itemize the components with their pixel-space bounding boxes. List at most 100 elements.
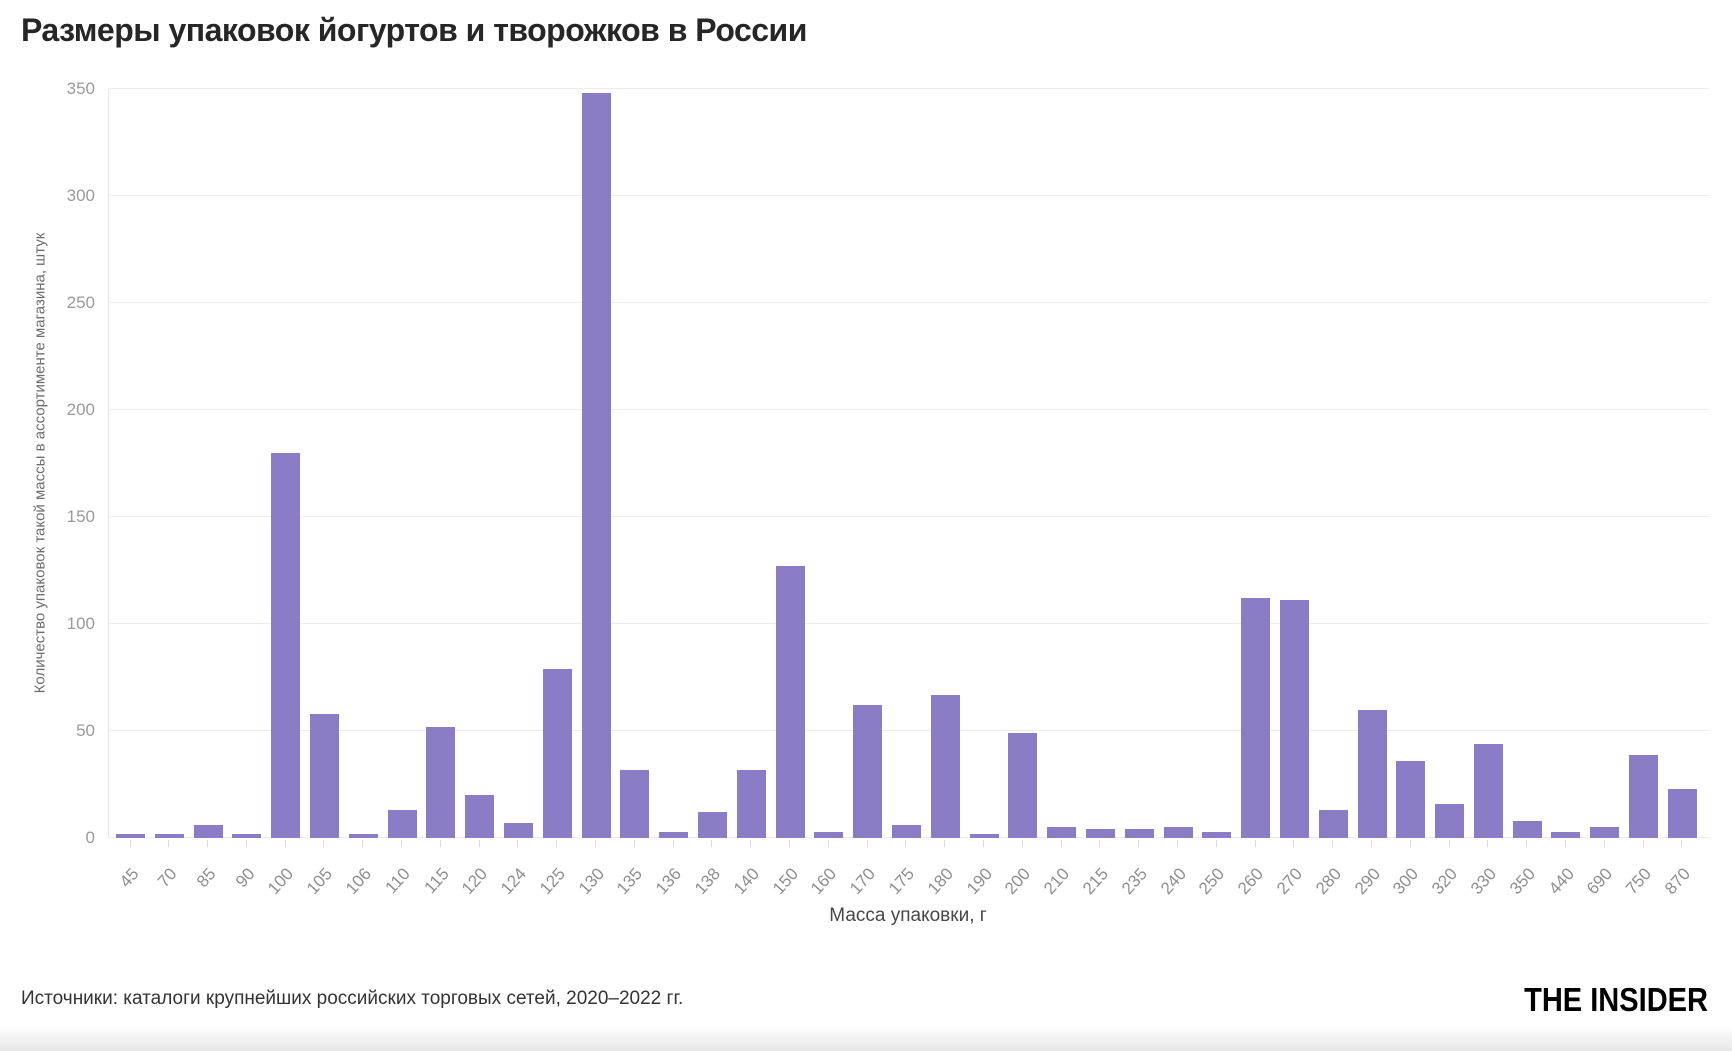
x-cell-136: 136 [652,839,687,909]
x-cell-330: 330 [1467,839,1502,909]
x-cell-270: 270 [1273,839,1308,909]
x-cell-175: 175 [885,839,920,909]
x-cell-130: 130 [575,839,610,909]
x-tick-mark [1409,840,1411,847]
x-tick-label-235: 235 [1117,864,1151,899]
bar-125 [542,668,572,838]
x-tick-mark [245,840,247,847]
x-tick-mark [750,840,752,847]
bar-170 [853,705,883,838]
bar-300 [1396,760,1426,838]
x-tick-label-45: 45 [115,864,143,892]
x-tick-label-160: 160 [807,864,841,899]
x-tick-label-138: 138 [691,864,725,899]
x-tick-label-260: 260 [1234,864,1268,899]
x-tick-label-690: 690 [1583,864,1617,899]
bottom-fade-decoration [0,1025,1732,1051]
x-cell-160: 160 [807,839,842,909]
x-tick-label-124: 124 [497,864,531,899]
bar-106 [348,833,378,838]
bar-440 [1551,831,1581,838]
x-tick-mark [983,840,985,847]
x-tick-label-440: 440 [1544,864,1578,899]
x-tick-mark [1371,840,1372,847]
bar-690 [1590,827,1620,838]
bar-320 [1435,803,1465,838]
x-axis-title: Масса упаковки, г [829,905,987,926]
x-tick-mark [1099,840,1101,847]
gridline-150 [109,516,1709,517]
y-tick-label-350: 350 [66,79,95,98]
bar-120 [465,795,495,838]
bar-115 [426,726,456,838]
x-cell-350: 350 [1506,839,1541,909]
gridline-200 [109,409,1709,410]
x-cell-300: 300 [1389,839,1424,909]
x-tick-mark [362,840,364,847]
bar-210 [1047,827,1077,838]
x-tick-mark [556,840,558,847]
x-tick-mark [1526,840,1528,847]
x-cell-870: 870 [1661,839,1696,909]
x-tick-label-120: 120 [458,864,492,899]
x-tick-label-105: 105 [303,864,337,899]
x-tick-label-115: 115 [420,864,453,898]
x-tick-mark [1642,840,1644,847]
x-tick-label-150: 150 [768,864,802,899]
x-cell-180: 180 [924,839,959,909]
bar-105 [309,713,339,838]
x-tick-mark [1254,840,1256,847]
x-cell-120: 120 [458,839,493,909]
bar-70 [154,833,184,838]
x-tick-label-100: 100 [264,864,298,899]
x-cell-190: 190 [963,839,998,909]
x-tick-mark [323,840,325,847]
x-cell-85: 85 [193,839,222,909]
bar-270 [1279,600,1309,838]
x-tick-mark [1060,840,1062,847]
bar-750 [1629,754,1659,838]
x-cell-150: 150 [769,839,804,909]
gridline-100 [109,623,1709,624]
bar-870 [1667,788,1697,838]
bar-138 [697,812,727,838]
gridline-250 [109,302,1709,303]
x-tick-mark [1487,840,1489,847]
y-tick-label-100: 100 [66,614,95,633]
bar-190 [969,833,999,838]
x-cell-170: 170 [846,839,881,909]
bar-235 [1124,829,1154,838]
x-tick-label-350: 350 [1505,864,1539,899]
x-cell-200: 200 [1001,839,1036,909]
x-tick-mark [827,840,829,847]
x-cell-320: 320 [1428,839,1463,909]
page-title: Размеры упаковок йогуртов и творожков в … [21,12,807,48]
bar-215 [1085,829,1115,838]
x-cell-100: 100 [264,839,299,909]
bar-175 [891,825,921,838]
bar-250 [1202,831,1232,838]
x-cell-250: 250 [1195,839,1230,909]
x-tick-label-270: 270 [1272,864,1307,899]
x-tick-label-190: 190 [962,864,996,899]
x-cell-135: 135 [613,839,648,909]
x-tick-label-110: 110 [381,864,414,898]
x-cell-440: 440 [1545,839,1579,909]
bar-140 [736,769,766,838]
x-cell-280: 280 [1312,839,1347,909]
bar-290 [1357,709,1387,838]
y-tick-label-150: 150 [66,507,95,526]
x-tick-mark [866,840,868,847]
x-tick-mark [1021,840,1023,847]
x-tick-label-135: 135 [613,864,647,899]
x-cell-70: 70 [154,839,183,909]
x-tick-label-750: 750 [1622,864,1656,899]
x-tick-mark [1603,840,1605,847]
y-tick-label-50: 50 [76,721,95,740]
x-tick-mark [207,840,209,847]
x-tick-label-175: 175 [885,864,919,899]
x-tick-mark [517,840,519,847]
bar-135 [620,769,650,838]
bar-160 [814,831,844,838]
x-tick-mark [1332,840,1334,847]
